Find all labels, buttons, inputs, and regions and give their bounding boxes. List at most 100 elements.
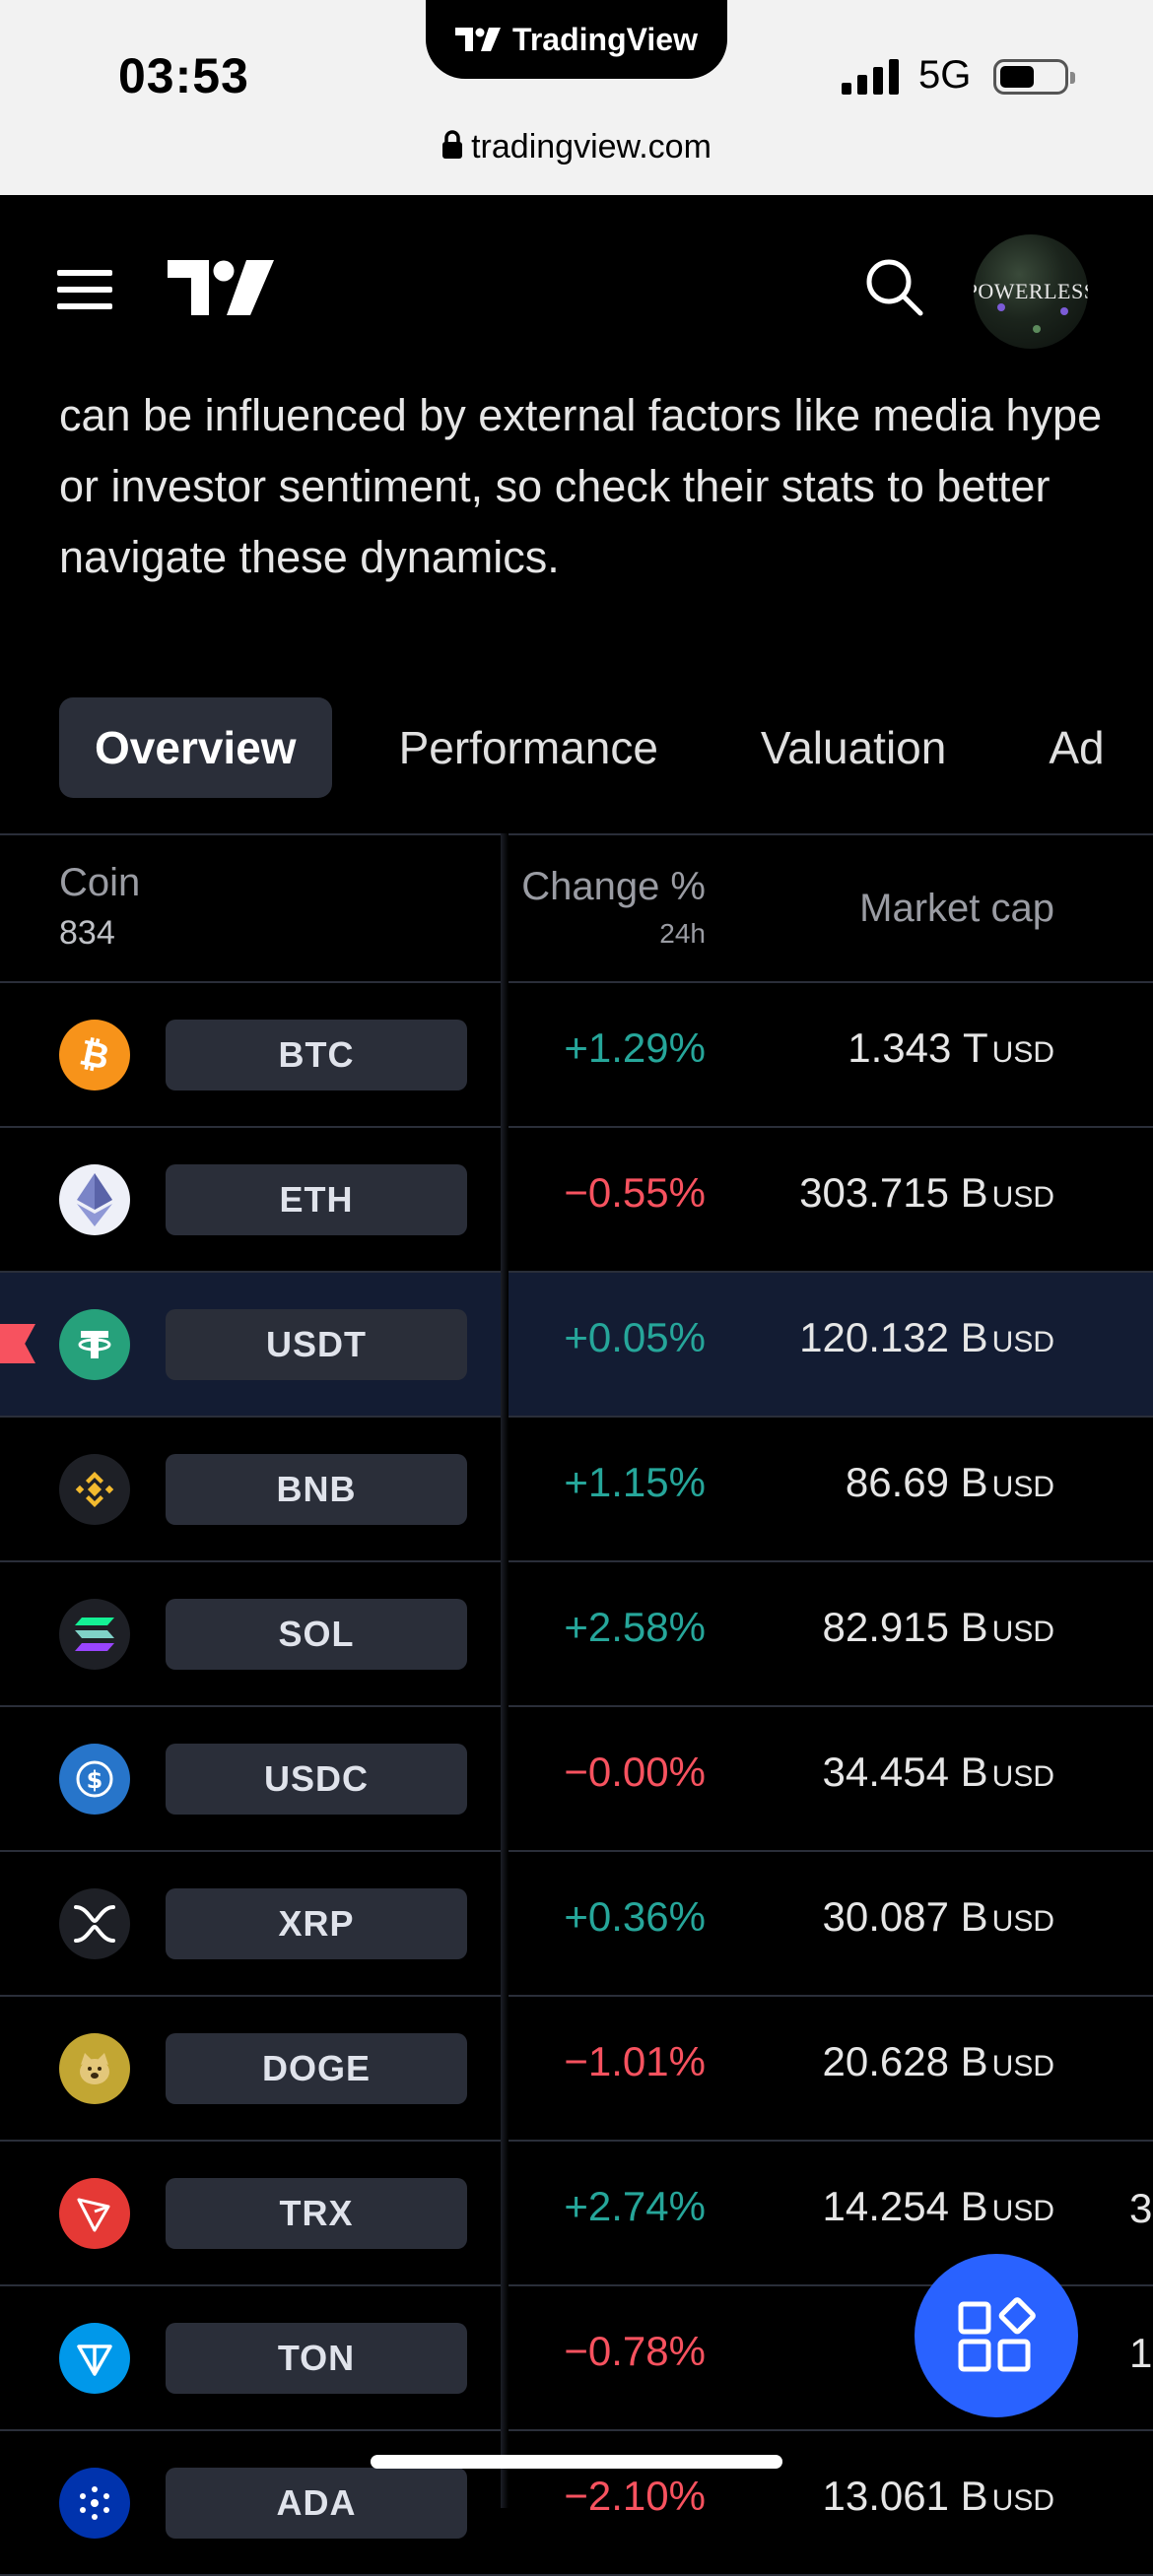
- market-cap-value: 13.061: [822, 2473, 949, 2519]
- cardano-icon: [59, 2468, 130, 2539]
- tether-icon: [59, 1309, 130, 1380]
- table-row[interactable]: ADA −2.10% 13.061 B USD: [0, 2431, 1153, 2576]
- market-cap-value: 1.343: [848, 1024, 952, 1071]
- ethereum-icon: [59, 1164, 130, 1235]
- ticker-button[interactable]: BNB: [166, 1454, 467, 1525]
- market-cap-magnitude: B: [960, 1893, 988, 1940]
- market-cap: 82.915 B USD: [749, 1604, 1055, 1651]
- avatar[interactable]: POWERLESS: [974, 234, 1088, 349]
- menu-icon[interactable]: [57, 270, 112, 309]
- ticker-button[interactable]: TRX: [166, 2178, 467, 2249]
- market-cap-magnitude: B: [960, 1459, 988, 1505]
- market-cap-magnitude: B: [960, 1169, 988, 1216]
- intro-paragraph: can be influenced by external factors li…: [59, 390, 1103, 582]
- battery-icon: [993, 59, 1075, 95]
- change-percent: −1.01%: [564, 2038, 706, 2084]
- change-percent: +1.29%: [564, 1024, 706, 1071]
- dogecoin-icon: [59, 2033, 130, 2104]
- market-cap-value: 20.628: [822, 2038, 949, 2084]
- change-percent: −0.00%: [564, 1749, 706, 1795]
- change-percent: +1.15%: [564, 1459, 706, 1505]
- svg-text:$: $: [87, 1766, 103, 1794]
- tab-additional[interactable]: Ad: [1049, 722, 1105, 773]
- widgets-icon: [958, 2297, 1036, 2372]
- ticker-button[interactable]: BTC: [166, 1020, 467, 1090]
- market-cap-value: 34.454: [822, 1749, 949, 1795]
- home-indicator[interactable]: [371, 2455, 782, 2469]
- market-cap: 30.087 B USD: [749, 1893, 1055, 1941]
- table-row[interactable]: TRX +2.74% 14.254 B USD 3: [0, 2142, 1153, 2286]
- flag-icon[interactable]: [0, 1324, 35, 1363]
- table-row[interactable]: DOGE −1.01% 20.628 B USD: [0, 1997, 1153, 2142]
- url-text: tradingview.com: [471, 128, 712, 165]
- change-percent: −0.55%: [564, 1169, 706, 1216]
- market-cap: 303.715 B USD: [749, 1169, 1054, 1217]
- next-column-clipped: 3: [1129, 2185, 1153, 2231]
- market-cap: 13.061 B USD: [749, 2473, 1055, 2520]
- lock-icon: [442, 130, 463, 159]
- market-cap-unit: USD: [991, 1036, 1054, 1069]
- sticky-column-shadow: [501, 833, 509, 2508]
- market-cap: 34.454 B USD: [749, 1749, 1055, 1796]
- column-header-coin[interactable]: Coin: [59, 861, 141, 904]
- change-percent: +0.05%: [564, 1314, 706, 1360]
- ticker-button[interactable]: USDC: [166, 1744, 467, 1815]
- market-cap-value: 86.69: [845, 1459, 949, 1505]
- search-icon[interactable]: [863, 256, 924, 317]
- network-type: 5G: [918, 53, 972, 97]
- market-cap-unit: USD: [991, 1905, 1054, 1938]
- market-cap-magnitude: B: [960, 1749, 988, 1795]
- market-cap: 120.132 B USD: [749, 1314, 1054, 1361]
- market-cap-unit: USD: [991, 2484, 1054, 2517]
- market-cap-magnitude: T: [963, 1024, 988, 1071]
- market-cap-unit: USD: [991, 2195, 1054, 2227]
- status-bar: 03:53 TradingView 5G tradingview.com: [0, 0, 1153, 195]
- column-header-market-cap[interactable]: Market cap: [859, 887, 1054, 930]
- change-percent: +2.74%: [564, 2183, 706, 2229]
- widgets-fab-button[interactable]: [915, 2254, 1078, 2417]
- tab-bar: Overview Performance Valuation Ad: [59, 697, 1140, 798]
- market-cap: 1.343 T USD: [749, 1024, 1054, 1072]
- market-cap: 86.69 B USD: [749, 1459, 1054, 1506]
- market-cap-magnitude: B: [960, 2183, 988, 2229]
- column-header-change[interactable]: Change %: [521, 865, 706, 908]
- market-cap-value: 82.915: [822, 1604, 949, 1650]
- ticker-button[interactable]: ETH: [166, 1164, 467, 1235]
- table-row[interactable]: SOL +2.58% 82.915 B USD: [0, 1562, 1153, 1707]
- next-column-clipped: 1: [1129, 2330, 1153, 2376]
- market-cap-unit: USD: [991, 2050, 1054, 2082]
- ticker-button[interactable]: ADA: [166, 2468, 467, 2539]
- table-row[interactable]: ₿ BTC +1.29% 1.343 T USD: [0, 983, 1153, 1128]
- ticker-button[interactable]: XRP: [166, 1888, 467, 1959]
- table-row-highlighted[interactable]: USDT +0.05% 120.132 B USD: [0, 1273, 1153, 1418]
- market-cap-magnitude: B: [960, 1314, 988, 1360]
- tab-overview[interactable]: Overview: [59, 697, 332, 798]
- bnb-icon: [59, 1454, 130, 1525]
- solana-icon: [59, 1599, 130, 1670]
- ticker-button[interactable]: DOGE: [166, 2033, 467, 2104]
- table-row[interactable]: $ USDC −0.00% 34.454 B USD: [0, 1707, 1153, 1852]
- avatar-text: POWERLESS: [974, 279, 1088, 303]
- island-app-name: TradingView: [512, 21, 698, 57]
- market-cap: 20.628 B USD: [749, 2038, 1055, 2085]
- ticker-button[interactable]: SOL: [166, 1599, 467, 1670]
- ticker-button[interactable]: USDT: [166, 1309, 467, 1380]
- tab-valuation[interactable]: Valuation: [760, 722, 947, 773]
- table-row[interactable]: ETH −0.55% 303.715 B USD: [0, 1128, 1153, 1273]
- table-row[interactable]: BNB +1.15% 86.69 B USD: [0, 1418, 1153, 1562]
- market-cap: 14.254 B USD: [749, 2183, 1055, 2230]
- address-bar[interactable]: tradingview.com: [0, 128, 1153, 166]
- market-cap-value: 30.087: [822, 1893, 949, 1940]
- market-cap-unit: USD: [991, 1471, 1054, 1503]
- market-cap-value: 120.132: [799, 1314, 949, 1360]
- tab-performance[interactable]: Performance: [398, 722, 658, 773]
- market-cap-unit: USD: [991, 1760, 1054, 1793]
- market-cap-value: 14.254: [822, 2183, 949, 2229]
- signal-icon: [842, 57, 899, 95]
- tradingview-logo-icon[interactable]: [168, 260, 274, 315]
- table-row[interactable]: XRP +0.36% 30.087 B USD: [0, 1852, 1153, 1997]
- coin-count: 834: [59, 914, 115, 952]
- ticker-button[interactable]: TON: [166, 2323, 467, 2394]
- toncoin-icon: [59, 2323, 130, 2394]
- market-cap-unit: USD: [991, 1181, 1054, 1214]
